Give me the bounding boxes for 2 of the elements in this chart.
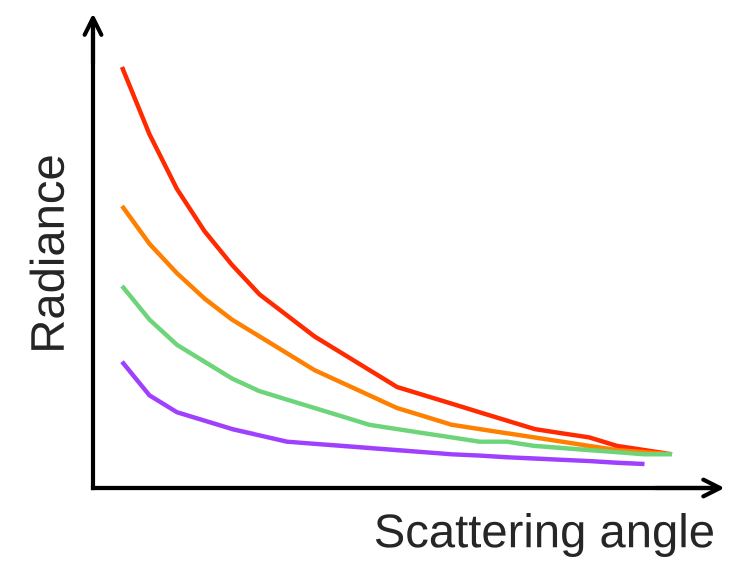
y-axis-title: Radiance [30, 156, 64, 350]
x-axis-title: Scattering angle [376, 513, 713, 558]
